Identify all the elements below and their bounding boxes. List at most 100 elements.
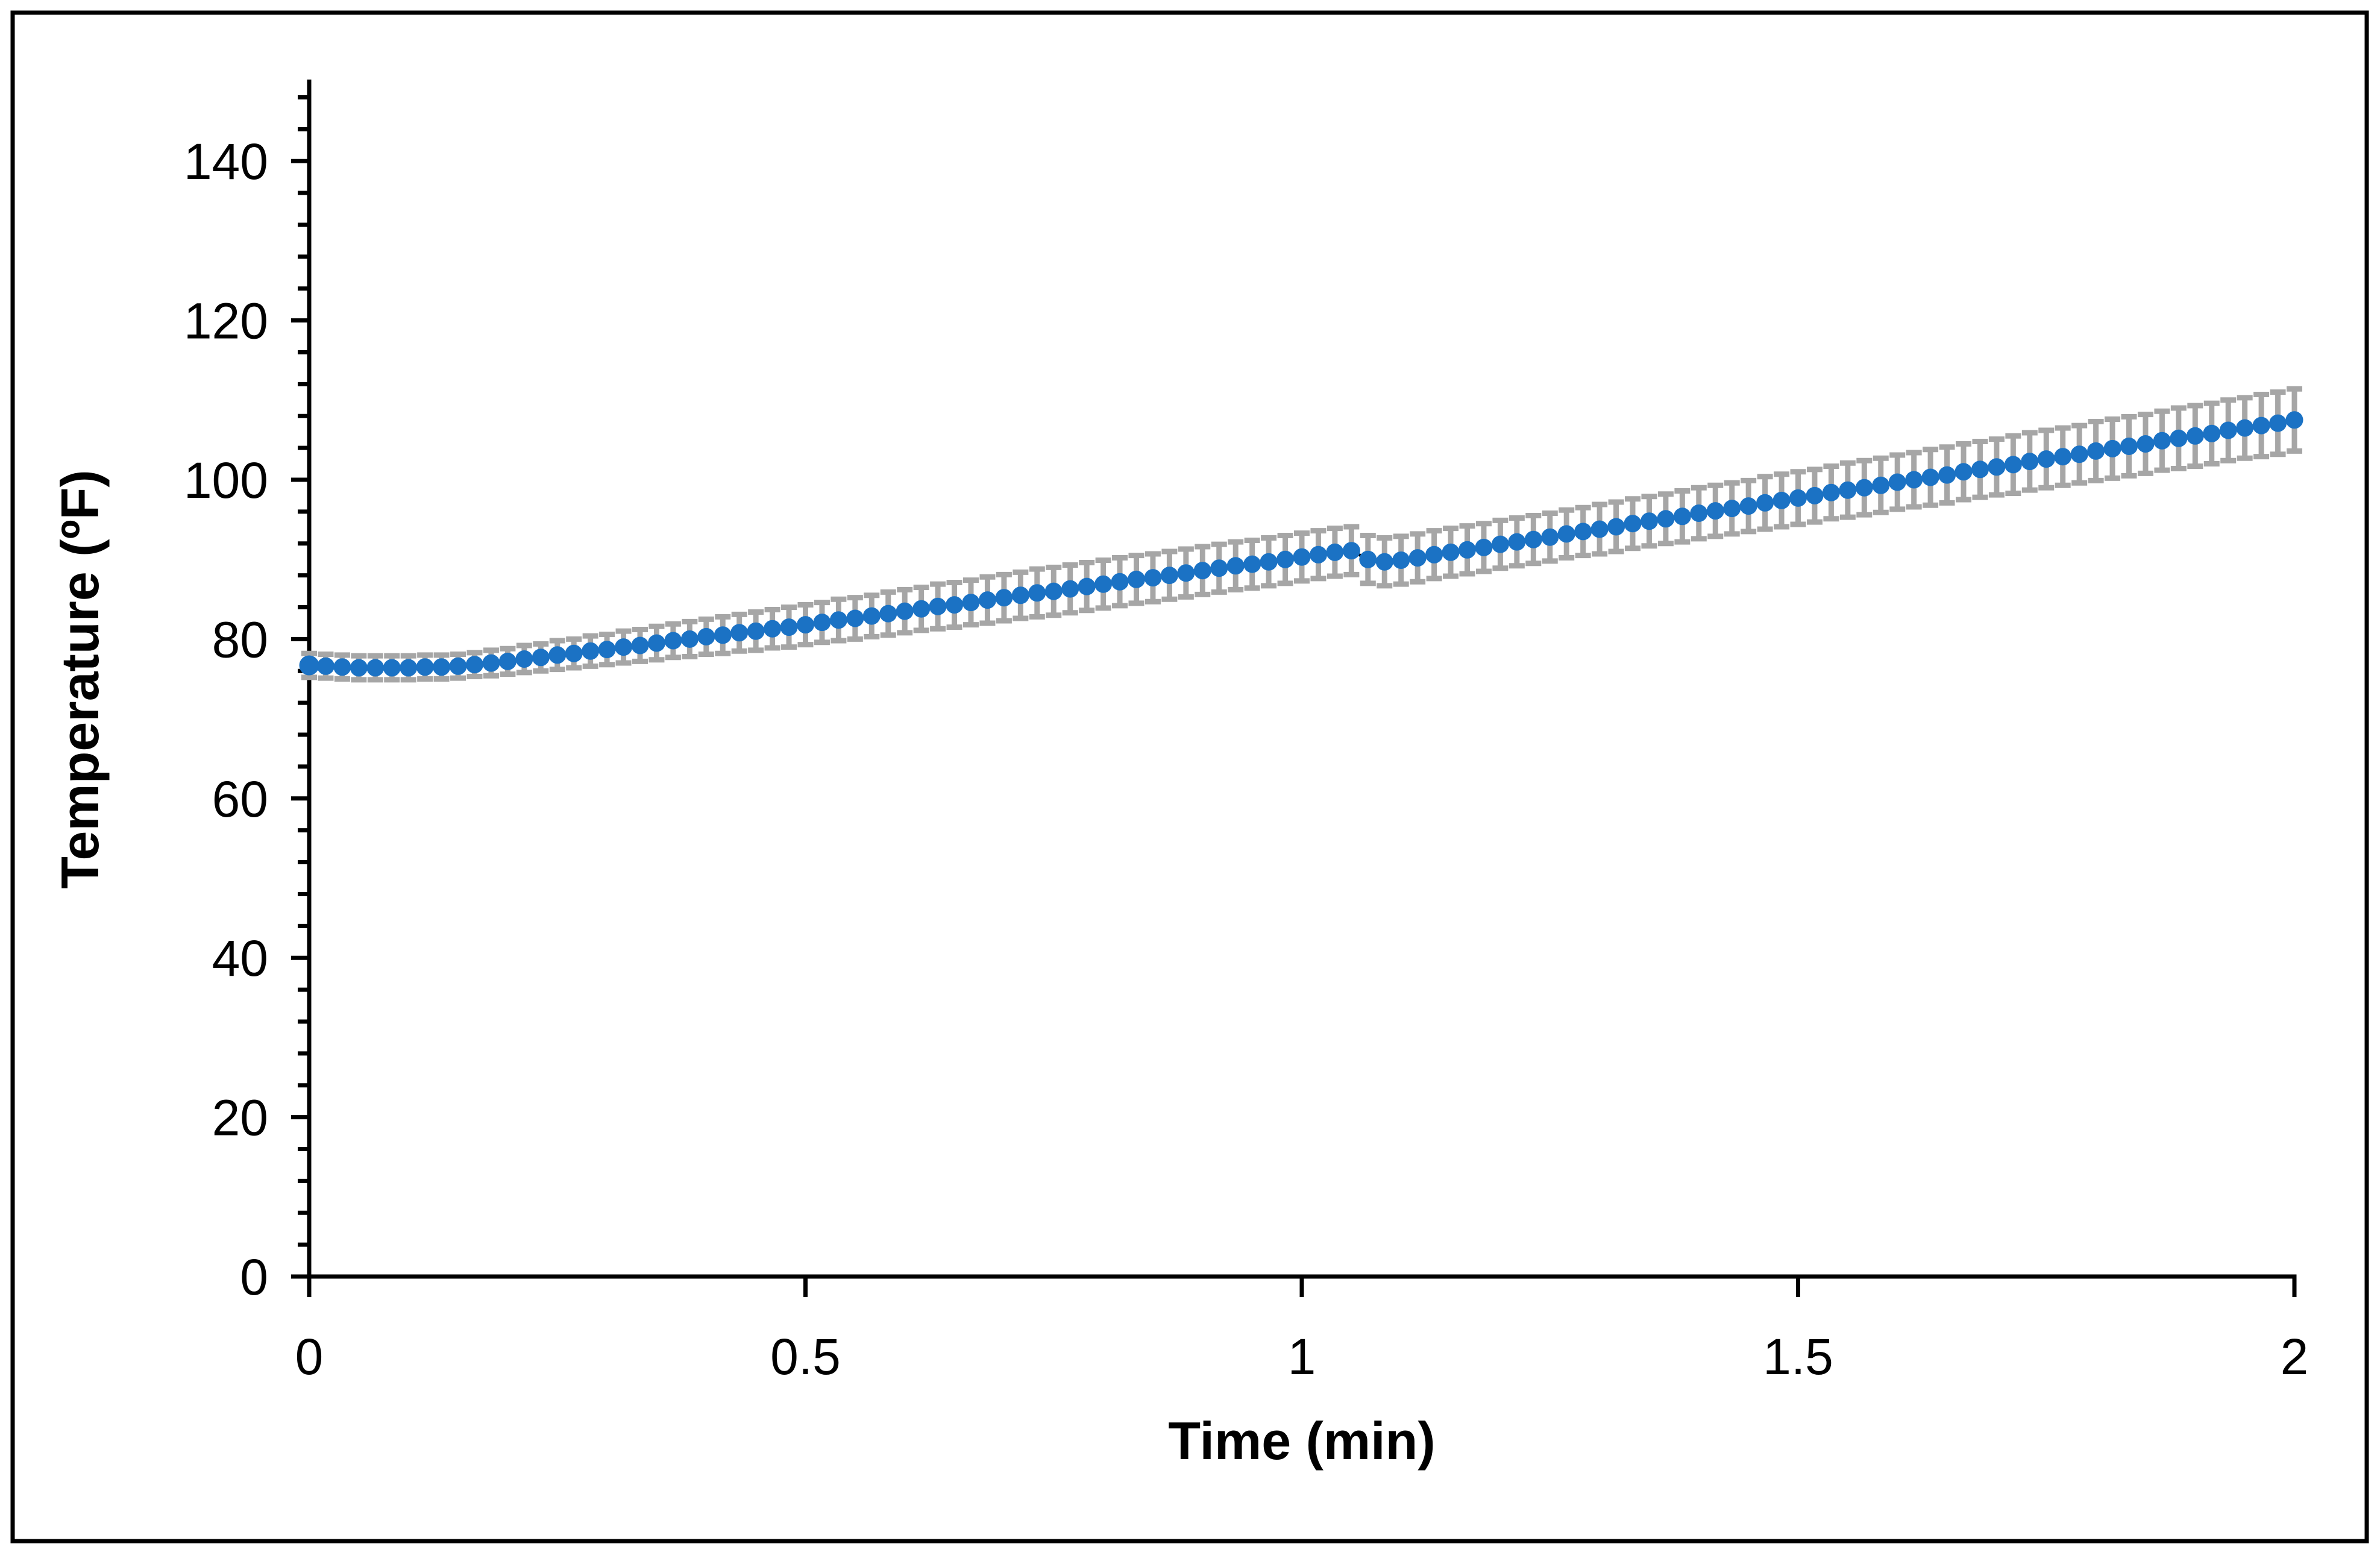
data-point-marker	[1673, 507, 1691, 526]
data-point-marker	[1872, 476, 1890, 494]
data-point-marker	[1342, 542, 1360, 560]
data-point-marker	[1921, 468, 1939, 486]
data-point-marker	[962, 594, 980, 612]
data-point-marker	[383, 659, 401, 677]
data-point-marker	[1028, 584, 1046, 602]
data-point-marker	[1541, 528, 1559, 546]
data-point-marker	[730, 624, 749, 642]
data-point-marker	[896, 602, 914, 620]
data-point-marker	[1408, 549, 1427, 567]
data-point-marker	[2087, 442, 2105, 460]
data-point-marker	[797, 616, 814, 634]
data-point-marker	[1094, 575, 1113, 593]
data-point-marker	[764, 620, 782, 638]
data-point-marker	[498, 652, 517, 670]
data-point-marker	[1739, 497, 1757, 515]
data-point-marker	[1574, 523, 1592, 541]
data-point-marker	[1210, 559, 1228, 577]
data-point-marker	[1392, 551, 1410, 569]
data-point-marker	[747, 622, 765, 640]
data-point-marker	[1326, 543, 1344, 561]
data-point-marker	[2054, 448, 2072, 466]
data-point-marker	[2219, 421, 2237, 439]
y-axis-title: Temperature (ºF)	[50, 470, 110, 889]
data-point-marker	[813, 614, 831, 632]
x-tick-label: 0.5	[770, 1328, 841, 1385]
data-point-marker	[1111, 573, 1129, 591]
data-point-marker	[366, 659, 385, 677]
data-point-marker	[449, 657, 467, 675]
axes	[307, 80, 2297, 1279]
data-point-marker	[1011, 586, 1029, 605]
data-point-marker	[1310, 545, 1327, 564]
data-point-marker	[2170, 429, 2188, 447]
data-point-marker	[2004, 456, 2022, 474]
series-markers	[299, 411, 2303, 677]
y-tick-label: 0	[240, 1249, 268, 1305]
data-point-marker	[2153, 432, 2171, 450]
data-point-marker	[1624, 515, 1642, 533]
x-tick-label: 0	[295, 1328, 324, 1385]
data-point-marker	[979, 591, 996, 609]
data-point-marker	[2252, 416, 2270, 435]
data-point-marker	[1359, 550, 1377, 568]
data-point-marker	[1690, 504, 1708, 522]
data-point-marker	[680, 630, 699, 648]
data-point-marker	[2137, 435, 2155, 453]
data-point-marker	[416, 658, 434, 676]
chart-frame-border	[10, 10, 2369, 1544]
data-point-marker	[995, 589, 1013, 607]
data-point-marker	[2021, 453, 2039, 471]
data-point-marker	[515, 650, 533, 668]
data-point-marker	[1260, 553, 1278, 571]
data-point-marker	[1160, 567, 1178, 585]
data-point-marker	[1442, 543, 1460, 561]
data-point-marker	[1293, 548, 1311, 566]
y-tick-label: 20	[212, 1090, 268, 1146]
data-point-marker	[1061, 580, 1079, 598]
data-point-marker	[2037, 450, 2055, 468]
data-point-marker	[1226, 557, 1245, 575]
data-point-marker	[2236, 419, 2254, 437]
y-tick-label: 80	[212, 611, 268, 668]
data-point-marker	[2103, 439, 2121, 457]
data-point-marker	[1723, 500, 1741, 518]
data-point-marker	[664, 632, 682, 650]
data-point-marker	[912, 600, 931, 618]
data-point-marker	[565, 644, 583, 662]
y-tick-label: 100	[184, 452, 268, 509]
data-point-marker	[2203, 424, 2221, 442]
data-point-marker	[333, 658, 351, 676]
data-point-marker	[829, 611, 847, 629]
data-point-marker	[1193, 562, 1211, 580]
data-point-marker	[846, 609, 864, 627]
y-tick-label: 60	[212, 771, 268, 828]
data-point-marker	[2285, 411, 2303, 429]
data-point-marker	[648, 634, 665, 652]
y-tick-label: 120	[184, 293, 268, 350]
y-tick-label: 40	[212, 930, 268, 987]
data-point-marker	[2186, 427, 2204, 445]
data-point-marker	[1243, 555, 1261, 573]
x-tick-label: 2	[2281, 1328, 2309, 1385]
data-point-marker	[1607, 518, 1625, 536]
data-point-marker	[1971, 460, 1989, 479]
data-point-marker	[317, 657, 334, 675]
data-point-marker	[1772, 491, 1791, 509]
data-point-marker	[2120, 438, 2138, 455]
data-point-marker	[1855, 479, 1873, 497]
data-point-marker	[631, 636, 649, 655]
data-point-marker	[1822, 483, 1840, 501]
data-point-marker	[1756, 494, 1774, 512]
data-point-marker	[532, 649, 550, 667]
data-point-marker	[1839, 481, 1857, 499]
data-point-marker	[1458, 541, 1476, 559]
data-point-marker	[1657, 510, 1675, 528]
data-point-marker	[466, 656, 483, 674]
data-point-marker	[350, 659, 368, 677]
data-point-marker	[615, 638, 633, 656]
data-point-marker	[1524, 530, 1542, 548]
x-tick-label: 1.5	[1763, 1328, 1833, 1385]
